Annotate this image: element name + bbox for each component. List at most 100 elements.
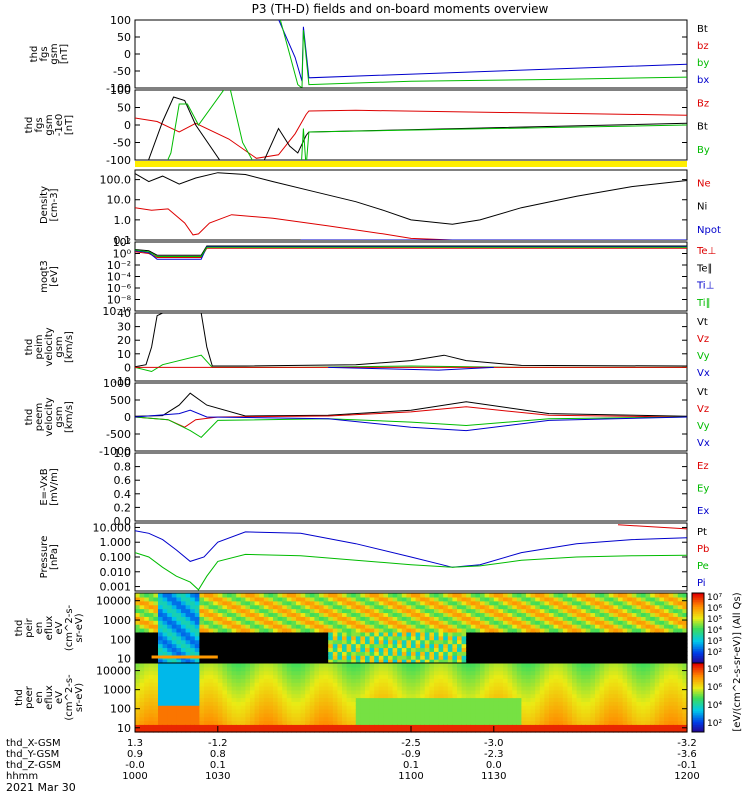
heatmap-cell bbox=[659, 616, 665, 621]
legend-Pt: Pt bbox=[697, 527, 707, 538]
heatmap-cell bbox=[268, 724, 274, 729]
heatmap-cell bbox=[558, 709, 564, 714]
heatmap-cell bbox=[314, 655, 320, 660]
heatmap-cell bbox=[263, 655, 269, 660]
heatmap-cell bbox=[461, 697, 467, 702]
y-axis-label: [nT] bbox=[59, 44, 70, 64]
heatmap-cell bbox=[512, 689, 518, 695]
heatmap-cell bbox=[553, 612, 559, 617]
heatmap-cell bbox=[383, 651, 389, 656]
heatmap-cell bbox=[608, 643, 614, 649]
date-label: 2021 Mar 30 bbox=[6, 781, 76, 794]
heatmap-cell bbox=[420, 674, 426, 679]
heatmap-cell bbox=[346, 651, 352, 656]
heatmap-cell bbox=[576, 628, 582, 633]
heatmap-cell bbox=[227, 643, 233, 649]
heatmap-cell bbox=[466, 643, 472, 649]
heatmap-cell bbox=[581, 693, 587, 699]
heatmap-cell bbox=[185, 724, 191, 729]
heatmap-cell bbox=[498, 620, 504, 625]
heatmap-cell bbox=[641, 716, 647, 722]
heatmap-cell bbox=[470, 670, 476, 676]
heatmap-cell bbox=[535, 728, 541, 733]
heatmap-cell bbox=[576, 655, 582, 660]
heatmap-cell bbox=[489, 709, 495, 714]
heatmap-cell bbox=[250, 659, 256, 664]
heatmap-cell bbox=[576, 631, 582, 637]
heatmap-cell bbox=[613, 624, 619, 629]
heatmap-cell bbox=[158, 701, 164, 706]
colorbar-cell bbox=[692, 694, 704, 697]
heatmap-cell bbox=[512, 620, 518, 625]
heatmap-cell bbox=[475, 697, 481, 702]
heatmap-cell bbox=[374, 608, 380, 614]
y-tick-label: 10⁻⁸ bbox=[107, 294, 132, 307]
heatmap-cell bbox=[401, 666, 407, 672]
heatmap-cell bbox=[190, 701, 196, 706]
heatmap-cell bbox=[420, 670, 426, 676]
heatmap-cell bbox=[351, 678, 357, 683]
heatmap-cell bbox=[475, 593, 481, 598]
heatmap-cell bbox=[553, 608, 559, 614]
heatmap-cell bbox=[388, 663, 394, 668]
heatmap-cell bbox=[420, 709, 426, 714]
heatmap-cell bbox=[618, 682, 624, 687]
heatmap-cell bbox=[231, 693, 237, 699]
heatmap-cell bbox=[581, 643, 587, 649]
heatmap-cell bbox=[296, 686, 302, 691]
colorbar-cell bbox=[692, 617, 704, 620]
heatmap-cell bbox=[388, 682, 394, 687]
heatmap-cell bbox=[319, 616, 325, 621]
heatmap-cell bbox=[135, 624, 141, 629]
heatmap-cell bbox=[677, 604, 683, 610]
heatmap-cell bbox=[360, 720, 366, 725]
heatmap-cell bbox=[250, 651, 256, 656]
heatmap-cell bbox=[171, 639, 177, 645]
heatmap-cell bbox=[530, 628, 536, 633]
heatmap-cell bbox=[328, 600, 334, 606]
heatmap-cell bbox=[480, 682, 486, 687]
heatmap-cell bbox=[530, 620, 536, 625]
heatmap-cell bbox=[581, 631, 587, 637]
heatmap-cell bbox=[263, 716, 269, 722]
heatmap-cell bbox=[296, 655, 302, 660]
y-axis-label: moqt3 bbox=[39, 260, 50, 293]
heatmap-cell bbox=[240, 697, 246, 702]
heatmap-cell bbox=[369, 612, 375, 617]
heatmap-cell bbox=[618, 712, 624, 718]
heatmap-cell bbox=[516, 705, 522, 710]
heatmap-cell bbox=[181, 674, 187, 679]
heatmap-cell bbox=[194, 689, 200, 695]
heatmap-cell bbox=[351, 616, 357, 621]
heatmap-cell bbox=[328, 712, 334, 718]
heatmap-cell bbox=[677, 720, 683, 725]
heatmap-cell bbox=[664, 624, 670, 629]
heatmap-cell bbox=[397, 620, 403, 625]
heatmap-cell bbox=[673, 628, 679, 633]
heatmap-cell bbox=[135, 643, 141, 649]
heatmap-cell bbox=[323, 593, 329, 598]
heatmap-cell bbox=[411, 693, 417, 699]
heatmap-cell bbox=[282, 666, 288, 672]
heatmap-cell bbox=[498, 716, 504, 722]
heatmap-cell bbox=[581, 604, 587, 610]
heatmap-cell bbox=[305, 616, 311, 621]
heatmap-cell bbox=[158, 716, 164, 722]
heatmap-cell bbox=[507, 693, 513, 699]
heatmap-cell bbox=[277, 612, 283, 617]
heatmap-cell bbox=[208, 682, 214, 687]
heatmap-cell bbox=[664, 697, 670, 702]
heatmap-cell bbox=[369, 689, 375, 695]
heatmap-cell bbox=[549, 712, 555, 718]
heatmap-cell bbox=[263, 663, 269, 668]
heatmap-cell bbox=[282, 720, 288, 725]
heatmap-cell bbox=[296, 728, 302, 733]
heatmap-cell bbox=[424, 604, 430, 610]
heatmap-cell bbox=[461, 639, 467, 645]
colorbar-cell bbox=[692, 626, 704, 629]
heatmap-cell bbox=[585, 674, 591, 679]
heatmap-cell bbox=[682, 686, 688, 691]
heatmap-cell bbox=[544, 608, 550, 614]
heatmap-cell bbox=[535, 631, 541, 637]
heatmap-cell bbox=[443, 678, 449, 683]
